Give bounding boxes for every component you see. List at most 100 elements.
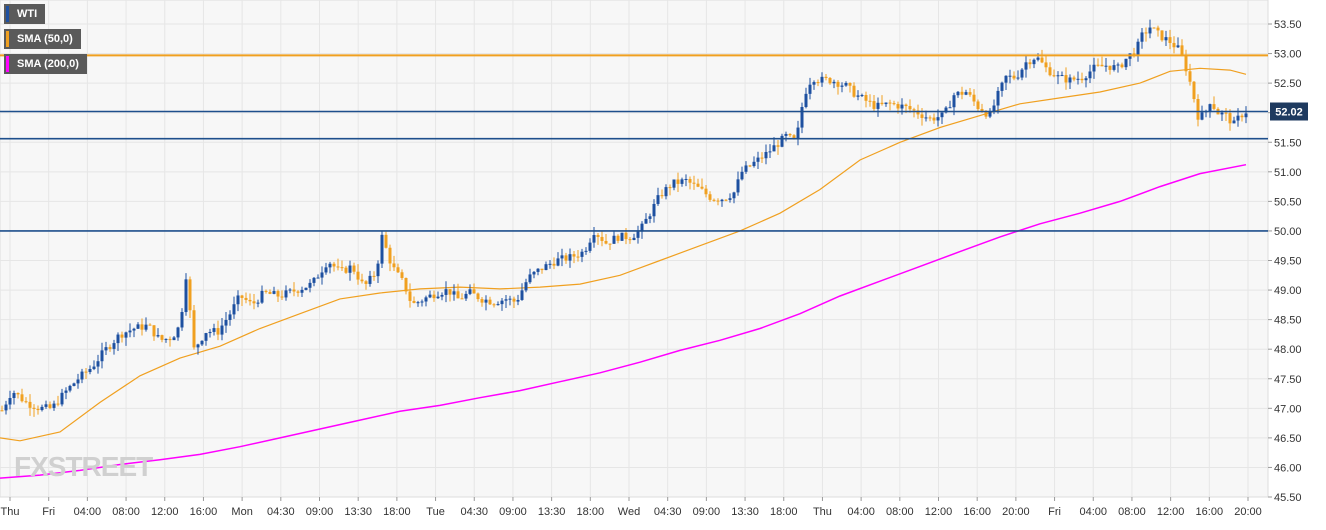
candle-body — [988, 111, 992, 117]
x-tick-label: 13:30 — [538, 506, 566, 518]
candle-body — [684, 178, 688, 180]
candle-body — [288, 289, 292, 291]
candle-body — [384, 234, 388, 248]
candle-body — [692, 182, 696, 184]
candle-body — [308, 282, 312, 288]
candle-body — [952, 95, 956, 108]
legend-item[interactable]: WTI — [4, 4, 46, 24]
candle-body — [1136, 41, 1140, 56]
candle-body — [420, 301, 424, 303]
candle-body — [900, 104, 904, 109]
candle-body — [980, 108, 984, 112]
candle-body — [676, 179, 680, 184]
candle-body — [4, 404, 8, 411]
legend-label: SMA (50,0) — [17, 33, 73, 45]
x-tick-label: 16:00 — [1196, 506, 1224, 518]
candle-body — [576, 256, 580, 258]
candle-body — [0, 410, 4, 412]
candle-body — [36, 408, 40, 411]
x-tick-label: Wed — [618, 506, 640, 518]
candle-body — [552, 263, 556, 266]
candle-body — [48, 404, 52, 408]
candle-body — [760, 157, 764, 159]
candle-body — [1088, 71, 1092, 79]
candle-body — [184, 279, 188, 313]
candle-body — [68, 385, 72, 391]
candle-body — [348, 265, 352, 273]
candle-body — [248, 299, 252, 302]
candle-body — [836, 81, 840, 87]
candle-body — [1024, 62, 1028, 70]
candle-body — [844, 82, 848, 86]
candle-body — [1096, 64, 1100, 66]
candle-body — [152, 325, 156, 337]
candle-body — [664, 187, 668, 197]
candle-body — [364, 281, 368, 284]
candle-body — [808, 84, 812, 94]
candle-body — [856, 95, 860, 97]
candle-body — [1232, 120, 1236, 124]
candle-body — [1076, 78, 1080, 80]
candle-body — [1240, 115, 1244, 118]
candle-body — [532, 271, 536, 275]
candle-body — [1084, 78, 1088, 81]
candle-body — [780, 135, 784, 147]
candle-body — [864, 95, 868, 101]
candle-body — [964, 92, 968, 95]
candle-body — [744, 165, 748, 172]
candle-body — [168, 338, 172, 341]
candle-body — [888, 102, 892, 104]
candle-body — [328, 263, 332, 268]
legend-item[interactable]: SMA (50,0) — [4, 29, 81, 49]
x-tick-label: 16:00 — [190, 506, 218, 518]
x-tick-label: 20:00 — [1002, 506, 1030, 518]
candle-body — [396, 267, 400, 273]
candle-body — [172, 337, 176, 341]
candle-body — [160, 335, 164, 340]
legend-item[interactable]: SMA (200,0) — [4, 54, 87, 74]
candle-body — [8, 398, 12, 405]
candle-body — [720, 199, 724, 202]
candle-body — [188, 279, 192, 311]
candle-body — [788, 133, 792, 136]
candle-body — [1176, 45, 1180, 48]
x-tick-label: 08:00 — [112, 506, 140, 518]
candle-body — [92, 366, 96, 370]
candle-body — [1036, 57, 1040, 60]
candle-body — [460, 298, 464, 300]
candle-body — [284, 290, 288, 298]
candle-body — [816, 82, 820, 84]
x-tick-label: 04:30 — [654, 506, 682, 518]
candle-body — [880, 102, 884, 105]
candle-body — [740, 171, 744, 180]
candle-body — [220, 325, 224, 335]
candle-body — [924, 117, 928, 119]
candle-body — [484, 299, 488, 303]
candle-body — [180, 312, 184, 328]
candle-body — [1120, 64, 1124, 68]
legend: WTI SMA (50,0) SMA (200,0) — [4, 4, 87, 79]
candle-body — [872, 101, 876, 109]
fxstreet-watermark: FXSTREET — [14, 451, 153, 482]
y-tick-label: 50.50 — [1274, 196, 1302, 208]
sma-50-line — [0, 67, 1247, 442]
candle-body — [508, 298, 512, 300]
candle-body — [96, 361, 100, 367]
candle-body — [360, 279, 364, 282]
candle-body — [1164, 37, 1168, 41]
x-tick-label: 13:30 — [344, 506, 372, 518]
candle-body — [616, 235, 620, 241]
candle-body — [128, 330, 132, 333]
candle-body — [1092, 64, 1096, 72]
y-tick-label: 51.50 — [1274, 137, 1302, 149]
candle-body — [768, 151, 772, 153]
candle-body — [1212, 104, 1216, 109]
candle-body — [320, 272, 324, 278]
candle-body — [852, 85, 856, 97]
candle-body — [796, 127, 800, 139]
candle-body — [408, 291, 412, 301]
candle-body — [712, 199, 716, 201]
candle-body — [1148, 27, 1152, 34]
candle-body — [280, 296, 284, 298]
candle-body — [1000, 82, 1004, 91]
